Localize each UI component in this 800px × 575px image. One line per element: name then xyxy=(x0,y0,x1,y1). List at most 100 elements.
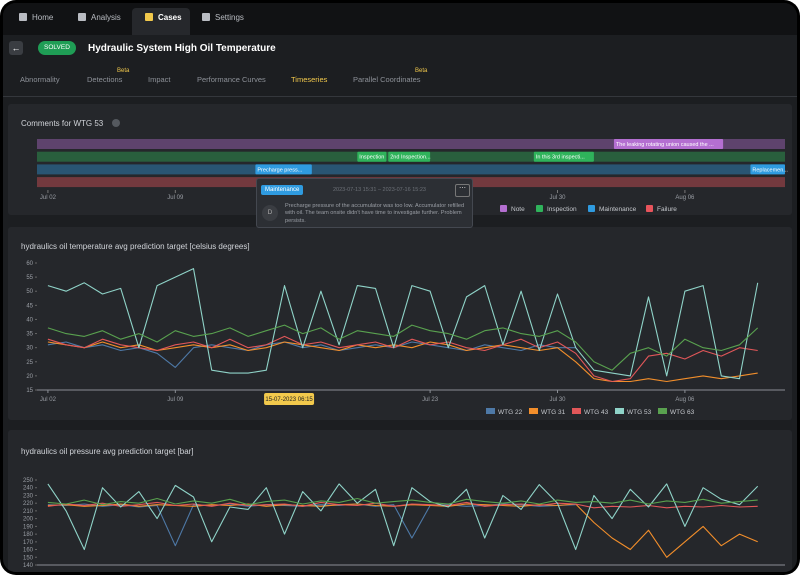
beta-badge: Beta xyxy=(117,68,130,74)
row-band xyxy=(37,164,785,175)
charts: Comments for WTG 53 The leaking rotating … xyxy=(21,119,788,569)
legend-label: Note xyxy=(511,206,525,213)
y-tick-label: 40 xyxy=(26,317,33,323)
nav-tab[interactable]: Cases xyxy=(158,13,182,22)
beta-badge: Beta xyxy=(415,68,428,74)
legend-swatch xyxy=(646,205,653,212)
series-line xyxy=(47,503,758,558)
x-tick-label: Jul 02 xyxy=(40,195,57,201)
sub-tab[interactable]: Impact xyxy=(148,75,171,84)
x-tick-label: Jul 30 xyxy=(549,397,566,403)
help-icon xyxy=(112,119,120,127)
sub-tab-label: Timeseries xyxy=(291,75,328,84)
sub-tab[interactable]: Performance Curves xyxy=(197,75,266,84)
comment-item xyxy=(255,164,312,175)
nav-tab[interactable]: Analysis xyxy=(91,13,121,22)
popup-text: Precharge pressure of the accumulator wa… xyxy=(285,203,465,224)
legend-swatch xyxy=(572,408,581,414)
y-tick-label: 55 xyxy=(26,275,33,281)
nav-tab[interactable]: Settings xyxy=(215,13,244,22)
legend-swatch xyxy=(588,205,595,212)
y-tick-label: 220 xyxy=(23,501,34,507)
sub-tab-label: Parallel Coordinates xyxy=(353,75,421,84)
legend-swatch xyxy=(529,408,538,414)
case-title: Hydraulic System High Oil Temperature xyxy=(88,43,276,54)
nav-tab[interactable]: Home xyxy=(32,13,54,22)
legend-swatch xyxy=(536,205,543,212)
comment-item xyxy=(613,139,724,149)
legend-label: WTG 53 xyxy=(627,409,652,416)
y-tick-label: 30 xyxy=(26,346,33,352)
popup-time: 2023-07-13 15:31 – 2023-07-16 15:23 xyxy=(333,187,426,193)
sub-tab[interactable]: Timeseries xyxy=(291,75,327,84)
y-tick-label: 200 xyxy=(23,517,34,523)
y-tick-label: 50 xyxy=(26,289,33,295)
series-line xyxy=(47,335,758,383)
legend-swatch xyxy=(500,205,507,212)
active-tab-bg xyxy=(132,8,190,35)
series-line xyxy=(47,324,759,371)
comment-label: Replacemen... xyxy=(752,167,788,173)
series-line xyxy=(47,483,759,551)
chart-title: hydraulics oil pressure avg prediction t… xyxy=(21,447,194,456)
y-tick-label: 250 xyxy=(23,478,34,484)
avatar: D xyxy=(262,205,278,221)
panel-title: Comments for WTG 53 xyxy=(21,119,104,128)
crosshair-label-bg xyxy=(264,393,315,405)
sub-tab[interactable]: Abnormality xyxy=(20,75,60,84)
temperature-panel xyxy=(8,227,792,420)
y-tick-label: 170 xyxy=(23,540,34,546)
comment-item xyxy=(750,164,785,175)
legend-swatch xyxy=(615,408,624,414)
legend-label: WTG 22 xyxy=(498,409,523,416)
series-line xyxy=(47,501,758,509)
sub-tab-label: Impact xyxy=(148,75,171,84)
y-tick-label: 20 xyxy=(26,374,33,380)
y-tick-label: 180 xyxy=(23,532,34,538)
comment-item xyxy=(388,151,431,162)
legend-swatch xyxy=(658,408,667,414)
y-tick-label: 230 xyxy=(23,493,34,499)
nav-icon xyxy=(145,13,153,21)
x-tick-label: Jul 30 xyxy=(549,195,566,201)
y-tick-label: 35 xyxy=(26,332,33,338)
sub-tab[interactable]: Parallel Coordinates Beta xyxy=(353,68,427,84)
comment-label: Inspection xyxy=(359,155,384,161)
back-button[interactable]: ← xyxy=(9,41,23,55)
series-line xyxy=(47,268,759,380)
x-tick-label: Aug 06 xyxy=(675,195,695,201)
chart-title: hydraulics oil temperature avg predictio… xyxy=(21,242,250,251)
x-tick-label: Jul 23 xyxy=(422,397,439,403)
legend-label: WTG 31 xyxy=(541,409,566,416)
y-tick-label: 60 xyxy=(26,261,33,267)
y-tick-label: 240 xyxy=(23,486,34,492)
series-line xyxy=(47,497,758,506)
y-tick-label: 140 xyxy=(23,563,34,569)
y-tick-label: 210 xyxy=(23,509,34,515)
sub-tab[interactable]: Detections Beta xyxy=(87,68,129,84)
y-tick-label: 15 xyxy=(26,388,33,394)
comment-item xyxy=(533,151,594,162)
nav-icon xyxy=(202,13,210,21)
popup-menu[interactable]: ⋯ xyxy=(455,184,470,197)
y-tick-label: 45 xyxy=(26,303,33,309)
popup-tag: Maintenance xyxy=(261,185,304,195)
y-tick-label: 150 xyxy=(23,555,34,561)
legend-swatch xyxy=(486,408,495,414)
row-band xyxy=(37,139,785,149)
sub-tab-label: Performance Curves xyxy=(197,75,266,84)
sub-tab-label: Abnormality xyxy=(20,75,60,84)
comment-label: 2nd Inspection... xyxy=(390,155,431,161)
legend-label: Inspection xyxy=(547,206,577,213)
comment-item xyxy=(357,151,387,162)
x-tick-label: Jul 09 xyxy=(167,195,184,201)
legend-label: Maintenance xyxy=(599,206,637,213)
x-tick-label: Aug 06 xyxy=(675,397,695,403)
divider xyxy=(3,96,797,97)
crosshair-label: 15-07-2023 06:15 xyxy=(265,397,313,403)
y-tick-label: 25 xyxy=(26,360,33,366)
nav-icon xyxy=(19,13,27,21)
x-tick-label: Jul 09 xyxy=(167,397,184,403)
legend-label: WTG 43 xyxy=(584,409,609,416)
